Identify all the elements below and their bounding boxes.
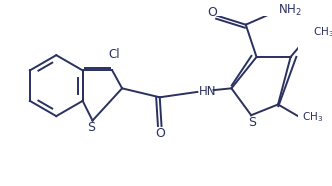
Text: O: O (207, 6, 217, 19)
Text: CH$_3$: CH$_3$ (302, 110, 323, 124)
Text: S: S (248, 116, 256, 129)
Text: HN: HN (199, 84, 217, 97)
Text: NH$_2$: NH$_2$ (278, 3, 302, 18)
Text: S: S (87, 121, 95, 134)
Text: Cl: Cl (108, 48, 120, 61)
Text: O: O (155, 127, 165, 140)
Text: CH$_3$: CH$_3$ (313, 25, 332, 39)
